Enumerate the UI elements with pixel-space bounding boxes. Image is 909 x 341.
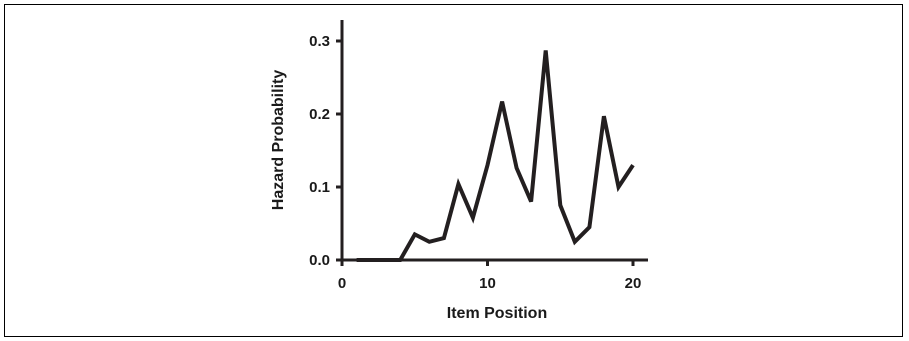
y-tick-label: 0.2 <box>309 106 330 123</box>
y-tick-label: 0.0 <box>309 252 330 269</box>
y-tick-label: 0.3 <box>309 33 330 50</box>
series-line <box>356 50 635 262</box>
y-axis-title: Hazard Probability <box>270 70 287 211</box>
x-tick-label: 20 <box>625 275 642 292</box>
series-marks <box>356 50 635 262</box>
x-axis-title: Item Position <box>447 305 547 322</box>
figure-frame <box>4 4 903 337</box>
tick-labels: 0.0 0.1 0.2 0.3 0 10 20 <box>309 33 641 292</box>
x-tick-label: 10 <box>479 275 496 292</box>
y-tick-label: 0.1 <box>309 179 330 196</box>
x-tick-label: 0 <box>338 275 346 292</box>
